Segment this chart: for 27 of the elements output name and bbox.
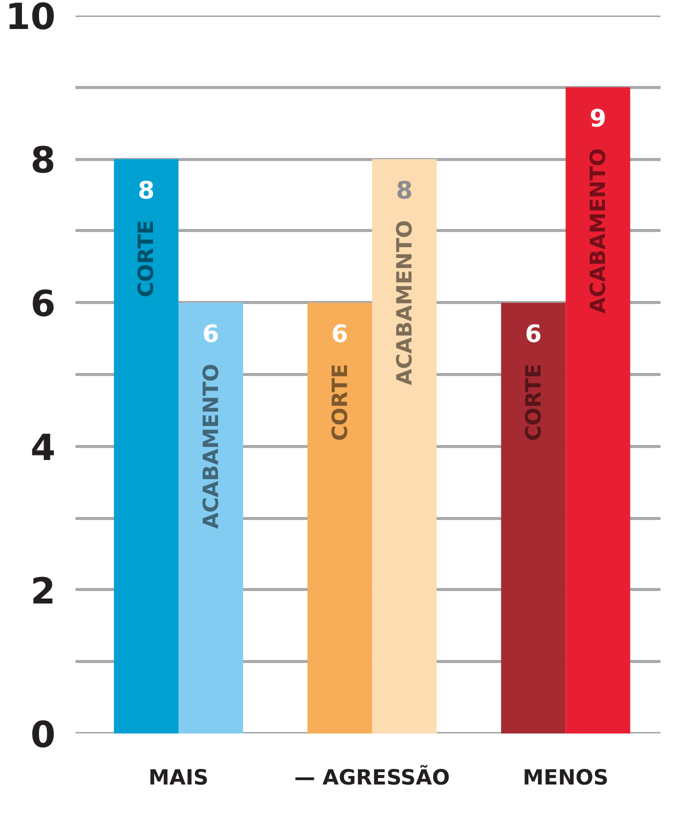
series-label: CORTE bbox=[328, 364, 352, 441]
data-label: 9 bbox=[590, 104, 606, 132]
bar bbox=[308, 302, 372, 734]
data-label: 6 bbox=[525, 320, 542, 348]
bar bbox=[501, 302, 566, 734]
x-tick-label: — AGRESSÃO bbox=[294, 764, 450, 790]
x-tick-label: MENOS bbox=[522, 766, 609, 790]
data-label: 8 bbox=[138, 176, 155, 204]
y-tick-label: 4 bbox=[30, 428, 56, 469]
bar bbox=[114, 159, 178, 734]
y-tick-label: 8 bbox=[30, 140, 56, 182]
bar bbox=[372, 159, 437, 734]
text: ACABAMENTO bbox=[392, 220, 416, 386]
text: ACABAMENTO bbox=[586, 148, 610, 314]
data-label: 6 bbox=[331, 320, 348, 348]
bar bbox=[566, 87, 630, 734]
series-label: ACABAMENTO bbox=[198, 364, 223, 529]
text: CORTE bbox=[521, 364, 546, 441]
y-tick-label: 0 bbox=[30, 715, 56, 756]
data-label: 8 bbox=[396, 176, 413, 204]
text: CORTE bbox=[134, 220, 158, 298]
y-tick-label: 6 bbox=[30, 284, 56, 326]
y-tick-label: 10 bbox=[5, 0, 56, 38]
bar bbox=[178, 302, 244, 734]
y-tick-label: 2 bbox=[30, 571, 56, 612]
data-label: 6 bbox=[202, 320, 220, 348]
x-tick-label: MAIS bbox=[148, 766, 209, 790]
